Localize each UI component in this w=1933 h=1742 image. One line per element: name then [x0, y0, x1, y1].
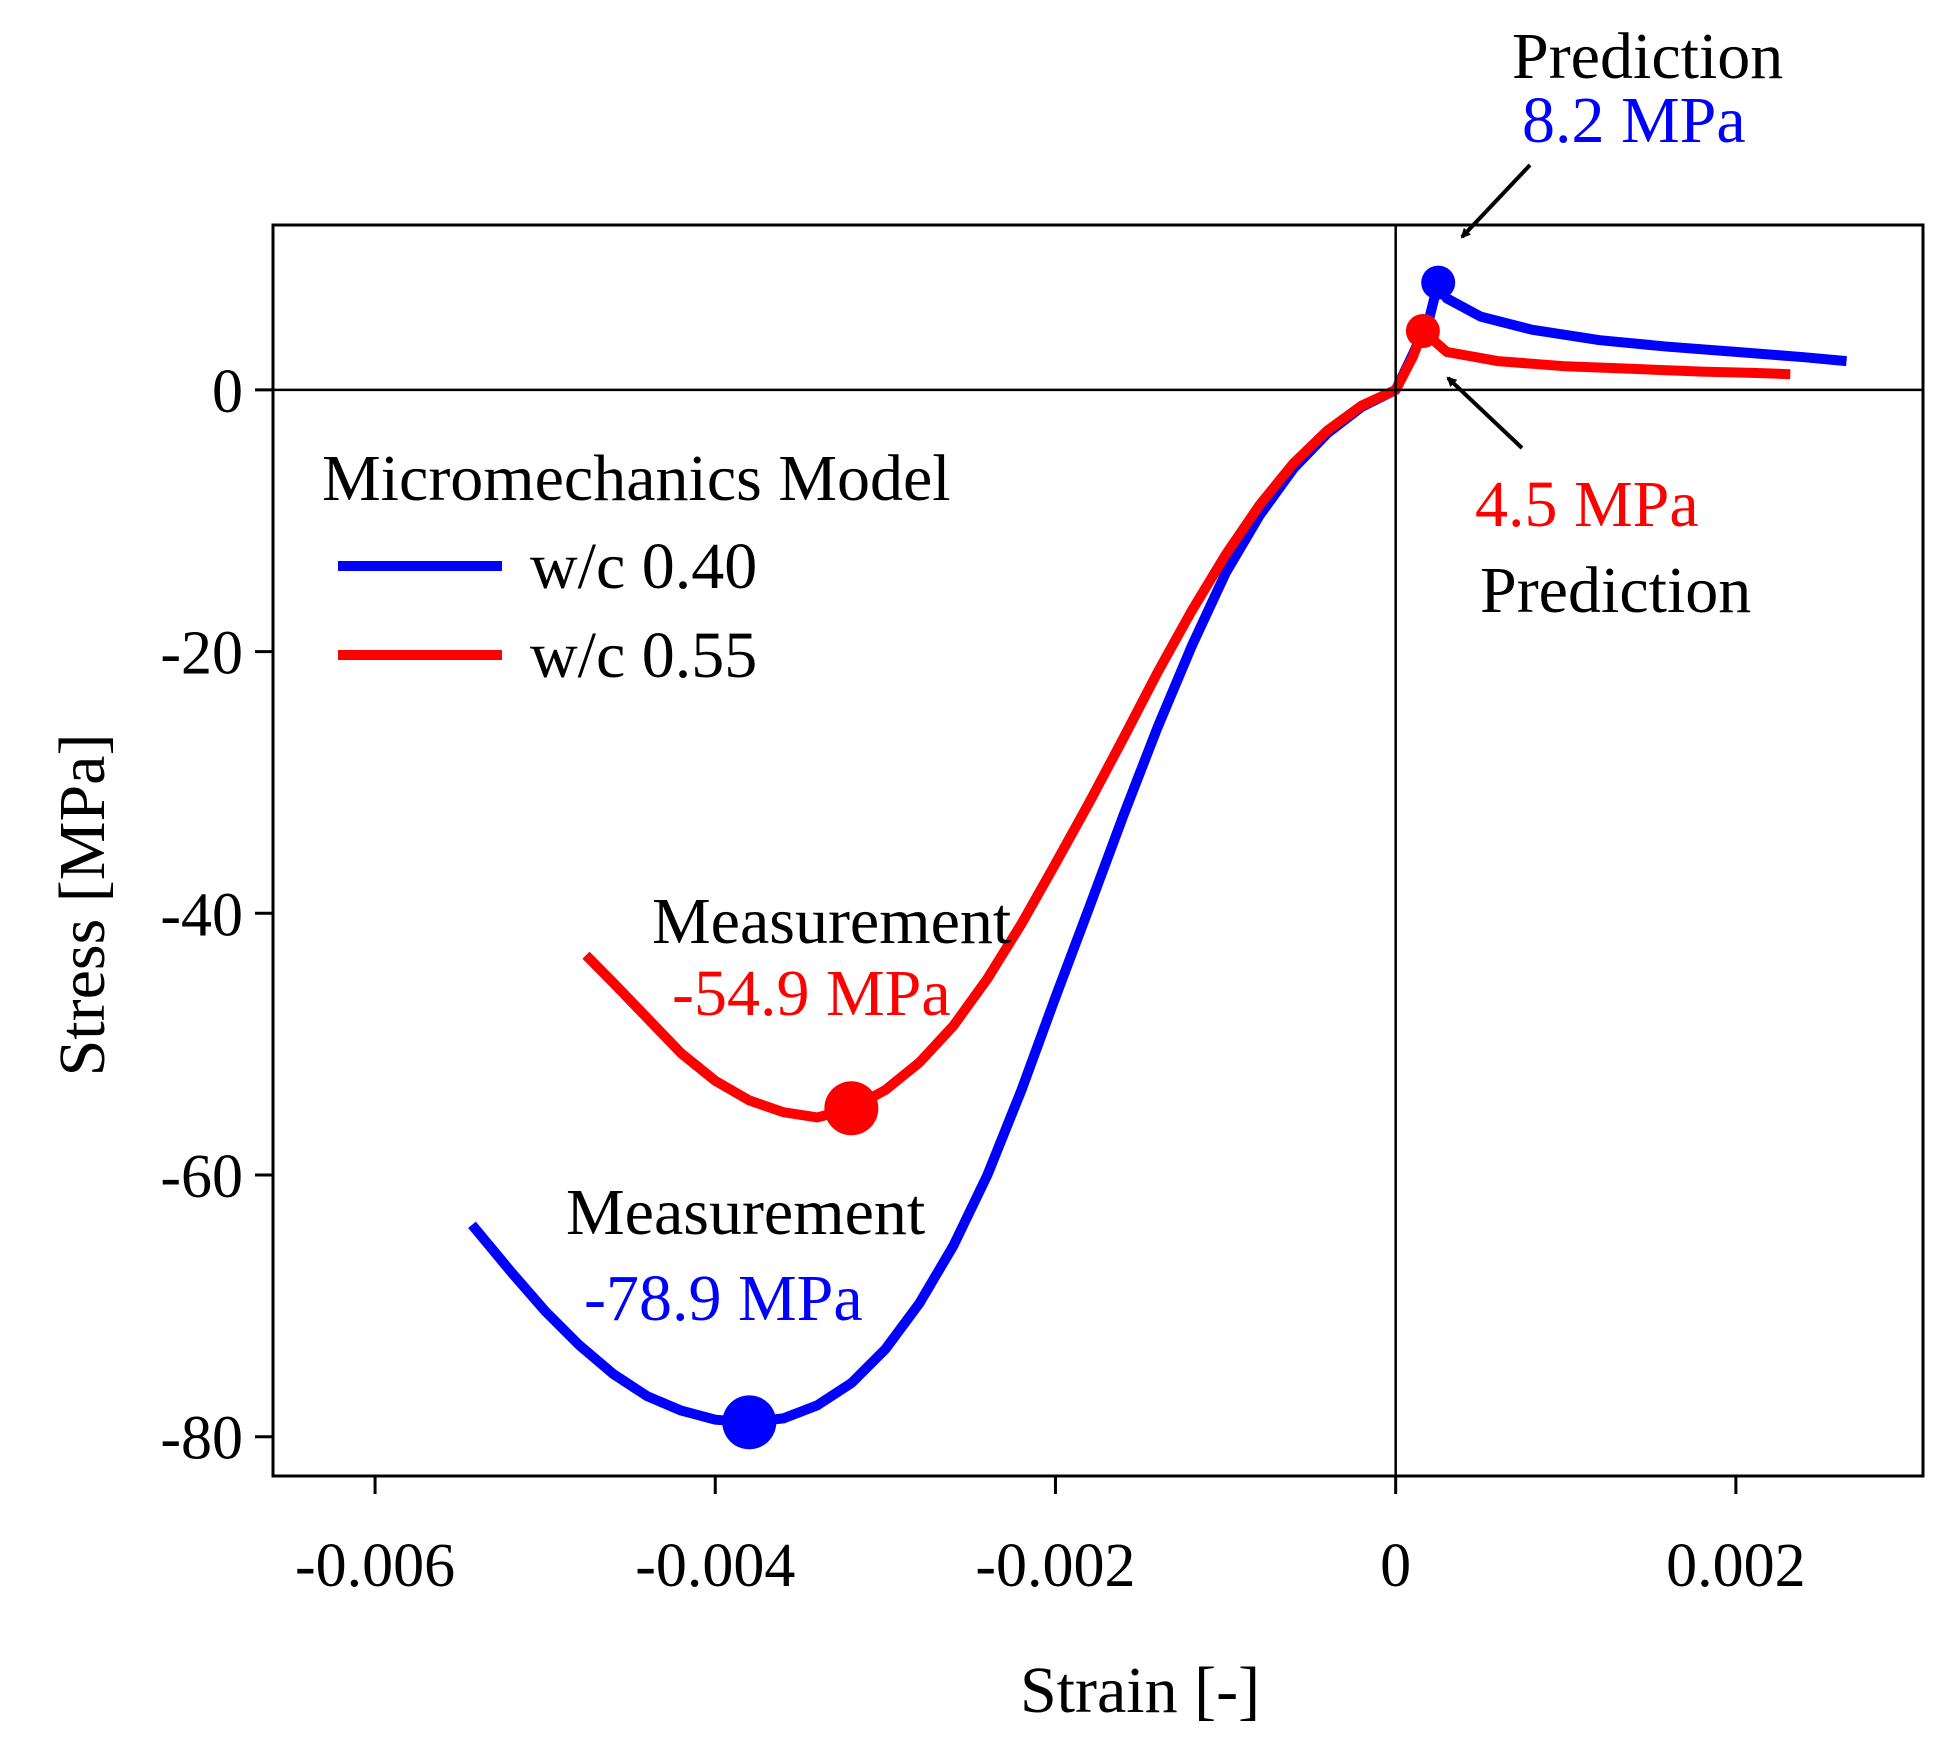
x-tick-label-2: -0.002: [975, 1532, 1135, 1600]
annotation-measurement-wc055-title: Measurement: [652, 885, 1011, 958]
annotation-measurement-wc055-value: -54.9 MPa: [672, 957, 951, 1030]
annotation-prediction-wc040-title: Prediction: [1512, 20, 1783, 93]
x-tick-label-0: -0.006: [295, 1532, 455, 1600]
axes-layer: -0.006 -0.004 -0.002 0 0.002 0 -20 -40 -60 -80: [160, 223, 1925, 1600]
legend: Micromechanics Model w/c 0.40 w/c 0.55: [322, 442, 951, 692]
x-tick-label-3: 0: [1380, 1532, 1411, 1600]
peak-marker-wc040: [1421, 265, 1456, 300]
annotation-prediction-wc055-value: 4.5 MPa: [1475, 468, 1699, 541]
min-marker-wc040: [722, 1395, 777, 1450]
annotation-measurement-wc040-title: Measurement: [566, 1176, 925, 1249]
y-tick-label-4: -80: [160, 1405, 243, 1473]
series-line-wc055: [582, 326, 1791, 1123]
legend-label-wc055: w/c 0.55: [530, 619, 757, 692]
plot-frame: [271, 223, 1925, 1478]
plot-layer: [468, 265, 1847, 1450]
x-axis-title: Strain [-]: [1020, 1654, 1260, 1727]
y-axis-title: Stress [MPa]: [46, 734, 119, 1077]
annotation-prediction-wc040-value: 8.2 MPa: [1522, 84, 1746, 157]
legend-label-wc040: w/c 0.40: [530, 530, 757, 603]
y-tick-label-2: -40: [160, 881, 243, 949]
annotation-measurement-wc040-value: -78.9 MPa: [584, 1262, 863, 1335]
annotation-prediction-wc055-title: Prediction: [1480, 554, 1751, 627]
y-tick-label-3: -60: [160, 1143, 243, 1211]
annotations: Prediction 8.2 MPa 4.5 MPa Prediction Me…: [566, 20, 1783, 1335]
x-tick-label-1: -0.004: [635, 1532, 795, 1600]
x-tick-label-4: 0.002: [1666, 1532, 1806, 1600]
legend-title: Micromechanics Model: [322, 442, 951, 515]
arrow-prediction-wc040: [1460, 163, 1532, 239]
series-line-wc040: [468, 277, 1847, 1428]
peak-marker-wc055: [1405, 313, 1440, 348]
arrow-prediction-wc055: [1446, 376, 1524, 450]
y-tick-label-1: -20: [160, 620, 243, 688]
y-tick-label-0: 0: [212, 358, 243, 426]
min-marker-wc055: [824, 1081, 879, 1136]
